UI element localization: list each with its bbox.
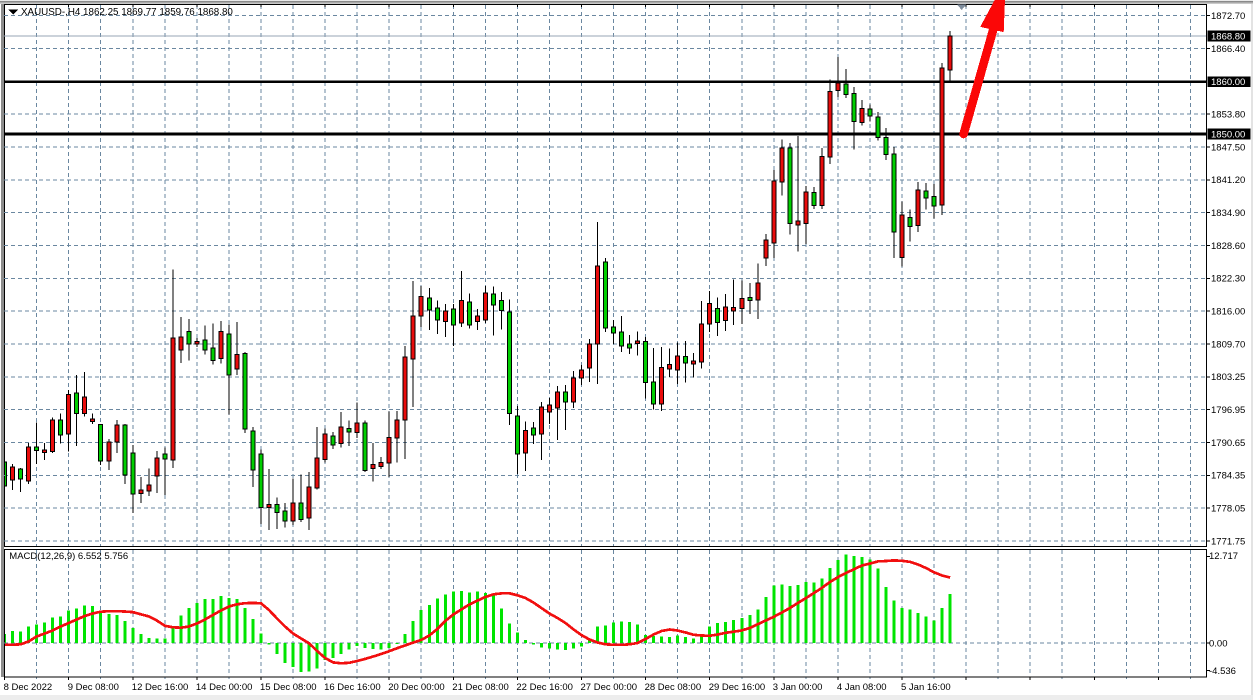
- svg-text:21 Dec 08:00: 21 Dec 08:00: [452, 682, 509, 693]
- svg-text:1809.70: 1809.70: [1211, 339, 1245, 350]
- svg-text:8 Dec 2022: 8 Dec 2022: [4, 682, 53, 693]
- svg-text:15 Dec 08:00: 15 Dec 08:00: [260, 682, 317, 693]
- svg-text:1872.70: 1872.70: [1211, 11, 1245, 22]
- svg-text:16 Dec 16:00: 16 Dec 16:00: [324, 682, 381, 693]
- svg-text:1778.05: 1778.05: [1211, 504, 1245, 515]
- svg-text:9 Dec 08:00: 9 Dec 08:00: [68, 682, 119, 693]
- svg-text:1853.80: 1853.80: [1211, 110, 1245, 121]
- svg-text:1847.50: 1847.50: [1211, 142, 1245, 153]
- svg-text:1850.00: 1850.00: [1211, 129, 1245, 140]
- svg-text:1803.25: 1803.25: [1211, 372, 1245, 383]
- svg-text:1834.90: 1834.90: [1211, 208, 1245, 219]
- svg-text:1822.30: 1822.30: [1211, 274, 1245, 285]
- svg-text:1866.40: 1866.40: [1211, 44, 1245, 55]
- svg-text:XAUUSD-,H4 1862.25 1869.77 18: XAUUSD-,H4 1862.25 1869.77 1859.76 1868.…: [21, 7, 233, 18]
- svg-text:1790.65: 1790.65: [1211, 438, 1245, 449]
- svg-text:0.00: 0.00: [1209, 639, 1228, 650]
- svg-text:12 Dec 16:00: 12 Dec 16:00: [132, 682, 189, 693]
- svg-text:1816.00: 1816.00: [1211, 307, 1245, 318]
- svg-text:1860.00: 1860.00: [1211, 77, 1245, 88]
- svg-text:22 Dec 16:00: 22 Dec 16:00: [516, 682, 573, 693]
- svg-text:MACD(12,26,9) 6.552 5.756: MACD(12,26,9) 6.552 5.756: [9, 551, 128, 562]
- svg-text:1868.80: 1868.80: [1211, 32, 1245, 43]
- svg-text:27 Dec 00:00: 27 Dec 00:00: [581, 682, 638, 693]
- svg-text:20 Dec 00:00: 20 Dec 00:00: [388, 682, 445, 693]
- svg-text:29 Dec 16:00: 29 Dec 16:00: [709, 682, 766, 693]
- svg-text:-4.536: -4.536: [1209, 666, 1236, 677]
- svg-text:1841.20: 1841.20: [1211, 175, 1245, 186]
- svg-text:12.717: 12.717: [1209, 551, 1238, 562]
- svg-text:1771.75: 1771.75: [1211, 536, 1245, 547]
- svg-text:1796.95: 1796.95: [1211, 405, 1245, 416]
- svg-text:5 Jan 16:00: 5 Jan 16:00: [901, 682, 951, 693]
- svg-text:3 Jan 00:00: 3 Jan 00:00: [773, 682, 823, 693]
- svg-text:28 Dec 08:00: 28 Dec 08:00: [645, 682, 702, 693]
- svg-text:14 Dec 00:00: 14 Dec 00:00: [196, 682, 253, 693]
- svg-text:4 Jan 08:00: 4 Jan 08:00: [837, 682, 887, 693]
- svg-text:1784.35: 1784.35: [1211, 471, 1245, 482]
- svg-text:1828.60: 1828.60: [1211, 241, 1245, 252]
